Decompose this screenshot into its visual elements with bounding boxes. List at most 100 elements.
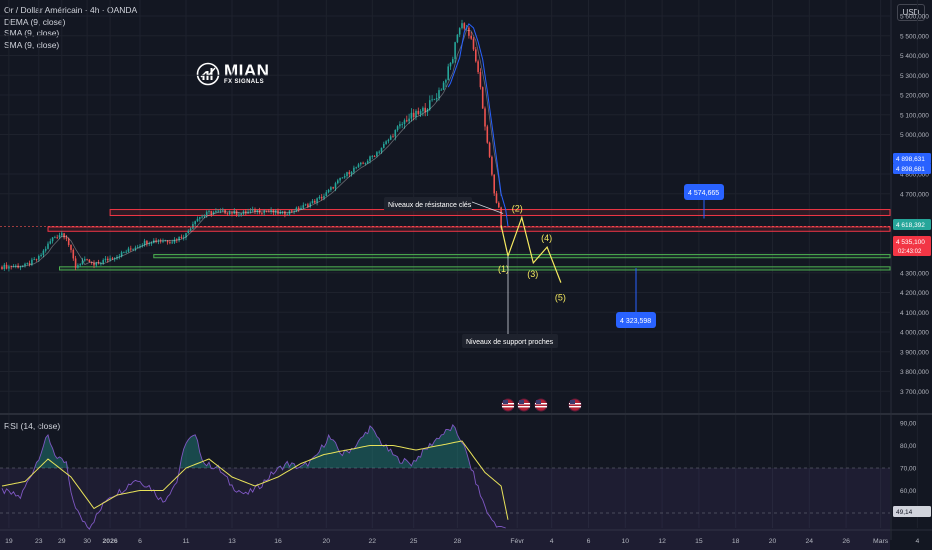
candle-body [500, 207, 502, 229]
candle-body [49, 241, 52, 244]
candle-body [31, 259, 33, 265]
candle-body [3, 264, 6, 270]
rsi-axis-tick: 80,00 [900, 443, 917, 450]
candle-body [67, 238, 70, 245]
candle-body [146, 240, 148, 244]
price-axis-tick: 3 800,000 [900, 369, 929, 376]
candle-body [295, 207, 298, 212]
price-axis-badge [893, 153, 931, 164]
indicator-sma-2[interactable]: SMA (9, close) [4, 39, 60, 50]
candle-body [371, 156, 374, 157]
time-axis-tick: 22 [369, 538, 377, 545]
candle-body [10, 266, 12, 268]
rsi-axis-tick: 90,00 [900, 421, 917, 428]
candle-body [187, 230, 190, 234]
candle-body [130, 248, 132, 250]
candle-body [403, 120, 406, 124]
rsi-title[interactable]: RSI (14, close) [4, 421, 61, 431]
countdown-label: 02:43:02 [898, 249, 922, 255]
candle-body [373, 156, 376, 157]
candle-body [442, 82, 445, 90]
candle-body [385, 141, 387, 145]
rsi-overbought-fill [2, 424, 502, 468]
resistance-zone [47, 226, 891, 232]
time-axis-tick: 12 [658, 538, 666, 545]
candle-body [366, 160, 369, 164]
us-event-icon [568, 398, 582, 412]
indicator-dema[interactable]: DEMA (9, close) [4, 16, 66, 27]
candle-body [120, 252, 123, 257]
candle-body [212, 212, 215, 214]
time-axis-tick: 26 [842, 538, 850, 545]
candle-body [238, 214, 240, 216]
time-axis-tick: 4 [550, 538, 554, 545]
price-axis-tick: 4 800,000 [900, 172, 929, 179]
candle-body [339, 178, 341, 181]
candle-body [79, 264, 81, 266]
candle-body [256, 210, 259, 212]
candle-body [42, 250, 45, 255]
candle-body [81, 260, 84, 265]
candle-body [164, 240, 167, 242]
price-axis-tick: 5 400,000 [900, 53, 929, 60]
candle-body [162, 241, 164, 242]
candle-body [422, 107, 424, 112]
candle-body [309, 203, 311, 207]
candle-body [435, 97, 438, 100]
candle-body [263, 211, 265, 214]
candle-body [419, 111, 422, 115]
candle-body [127, 248, 130, 252]
candle-body [346, 172, 348, 177]
candle-body [463, 23, 466, 29]
note-pointer [471, 201, 504, 214]
wave-label: (1) [498, 264, 509, 274]
price-axis-badge-label: 4 898,631 [896, 156, 925, 163]
candle-body [254, 209, 256, 212]
time-axis-tick: 11 [182, 538, 189, 545]
candle-body [332, 187, 334, 189]
candle-body [360, 162, 362, 165]
candle-body [65, 237, 68, 239]
candle-body [196, 218, 199, 222]
candle-body [415, 110, 417, 118]
candle-body [33, 259, 35, 260]
candle-body [159, 240, 162, 242]
candle-body [320, 196, 323, 199]
time-axis-tick: 4 [916, 538, 920, 545]
candle-body [107, 258, 109, 261]
candle-body [28, 263, 31, 265]
candle-body [235, 210, 238, 215]
candle-body [153, 240, 155, 244]
flag-canton [503, 400, 508, 404]
candle-body [380, 147, 383, 152]
candle-body [102, 260, 104, 264]
candle-body [477, 61, 479, 73]
candle-body [17, 265, 19, 268]
candle-body [231, 212, 233, 214]
indicator-sma-1[interactable]: SMA (9, close) [4, 28, 60, 38]
candle-body [408, 118, 410, 122]
candle-body [155, 240, 157, 242]
candle-body [449, 62, 452, 67]
candle-body [491, 156, 493, 175]
time-axis-tick: 24 [806, 538, 814, 545]
candle-body [111, 258, 114, 260]
currency-button[interactable]: USD [897, 4, 925, 21]
candle-body [357, 164, 360, 168]
candle-body [348, 172, 351, 175]
time-axis-tick: 23 [35, 538, 43, 545]
candle-body [141, 245, 144, 246]
price-axis-badge [893, 236, 931, 256]
time-axis-tick: 13 [228, 538, 236, 545]
candle-body [199, 217, 201, 219]
note-box [384, 197, 472, 211]
candle-body [461, 23, 463, 29]
candle-body [116, 256, 118, 259]
candle-body [406, 120, 408, 122]
candle-body [445, 80, 447, 83]
symbol-title[interactable]: Or / Dollar Américain · 4h · OANDA [4, 5, 138, 15]
candle-body [224, 209, 226, 214]
candle-body [258, 210, 261, 213]
candle-body [215, 210, 217, 213]
